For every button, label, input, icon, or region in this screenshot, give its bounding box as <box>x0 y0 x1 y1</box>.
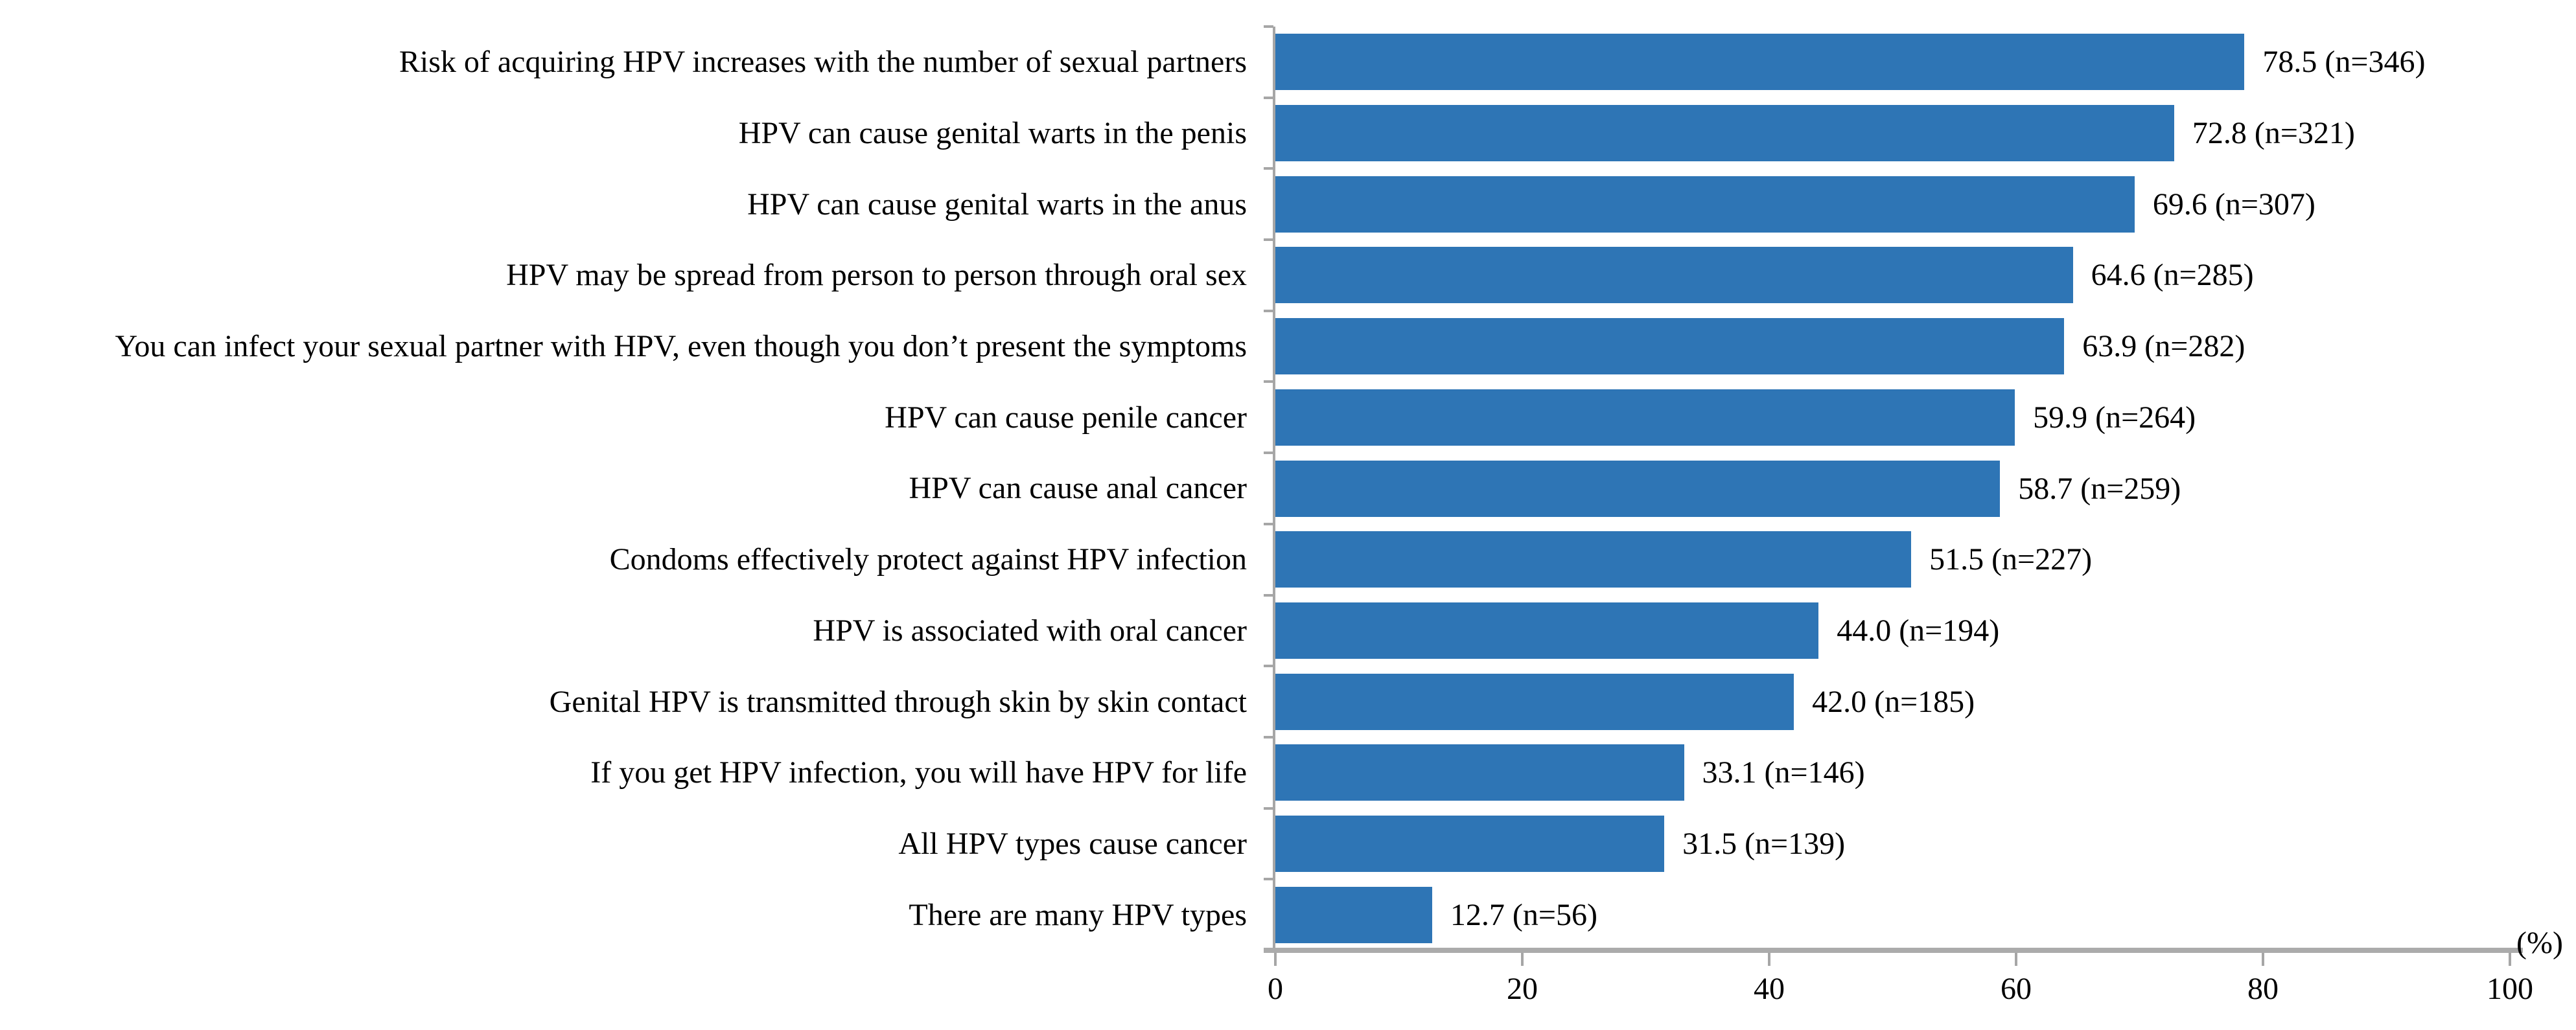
x-tick-label: 40 <box>1754 972 1785 1006</box>
x-tick <box>1521 953 1524 966</box>
x-tick <box>1768 953 1770 966</box>
category-tick <box>1264 522 1273 525</box>
value-label: 51.5 (n=227) <box>1929 542 2093 577</box>
x-tick-label: 20 <box>1507 972 1538 1006</box>
category-label: There are many HPV types <box>909 897 1247 932</box>
category-tick <box>1264 238 1273 242</box>
x-tick-label: 100 <box>2487 972 2533 1006</box>
category-tick <box>1264 96 1273 99</box>
bar <box>1275 176 2135 233</box>
category-tick <box>1264 807 1273 810</box>
y-axis-line <box>1273 27 1275 950</box>
bar <box>1275 247 2073 304</box>
value-label: 69.6 (n=307) <box>2152 187 2315 222</box>
value-label: 31.5 (n=139) <box>1682 826 1846 861</box>
category-label: All HPV types cause cancer <box>898 826 1247 861</box>
value-label: 58.7 (n=259) <box>2018 471 2181 506</box>
bar <box>1275 34 2245 91</box>
value-label: 42.0 (n=185) <box>1812 684 1975 719</box>
value-label: 59.9 (n=264) <box>2033 400 2196 435</box>
x-tick-label: 60 <box>2001 972 2032 1006</box>
bar <box>1275 815 1665 872</box>
bar <box>1275 105 2174 162</box>
category-label: HPV can cause anal cancer <box>909 471 1247 506</box>
category-label: Condoms effectively protect against HPV … <box>609 542 1247 577</box>
x-tick <box>1274 953 1277 966</box>
x-tick <box>2015 953 2017 966</box>
category-tick <box>1264 735 1273 738</box>
bar <box>1275 673 1794 730</box>
category-tick <box>1264 25 1273 28</box>
value-label: 12.7 (n=56) <box>1450 897 1597 932</box>
category-tick <box>1264 593 1273 597</box>
category-tick <box>1264 309 1273 312</box>
value-label: 78.5 (n=346) <box>2262 45 2426 80</box>
bar <box>1275 460 2001 517</box>
bar <box>1275 318 2065 375</box>
category-label: You can infect your sexual partner with … <box>115 329 1247 364</box>
category-tick <box>1264 452 1273 455</box>
x-tick-label: 0 <box>1268 972 1283 1006</box>
value-label: 33.1 (n=146) <box>1702 755 1865 790</box>
value-label: 44.0 (n=194) <box>1837 613 2000 648</box>
x-tick-label: 80 <box>2247 972 2279 1006</box>
category-label: HPV is associated with oral cancer <box>813 613 1247 648</box>
category-tick <box>1264 380 1273 383</box>
category-tick <box>1264 665 1273 668</box>
category-label: HPV can cause genital warts in the anus <box>747 187 1247 222</box>
category-tick <box>1264 167 1273 170</box>
category-tick <box>1264 878 1273 881</box>
category-label: HPV may be spread from person to person … <box>506 258 1247 293</box>
category-label: HPV can cause genital warts in the penis <box>738 116 1247 151</box>
bar <box>1275 886 1432 943</box>
category-label: HPV can cause penile cancer <box>885 400 1247 435</box>
bar <box>1275 531 1912 588</box>
bar <box>1275 389 2015 446</box>
bar <box>1275 602 1819 659</box>
x-tick <box>2262 953 2264 966</box>
category-label: Risk of acquiring HPV increases with the… <box>399 45 1247 80</box>
bar <box>1275 744 1684 801</box>
x-axis-line <box>1264 948 2523 953</box>
x-tick <box>2509 953 2511 966</box>
category-label: Genital HPV is transmitted through skin … <box>549 684 1247 719</box>
category-label: If you get HPV infection, you will have … <box>590 755 1247 790</box>
percent-axis-label: (%) <box>2516 926 2563 960</box>
value-label: 72.8 (n=321) <box>2192 116 2355 151</box>
value-label: 63.9 (n=282) <box>2082 329 2245 364</box>
value-label: 64.6 (n=285) <box>2091 258 2254 293</box>
